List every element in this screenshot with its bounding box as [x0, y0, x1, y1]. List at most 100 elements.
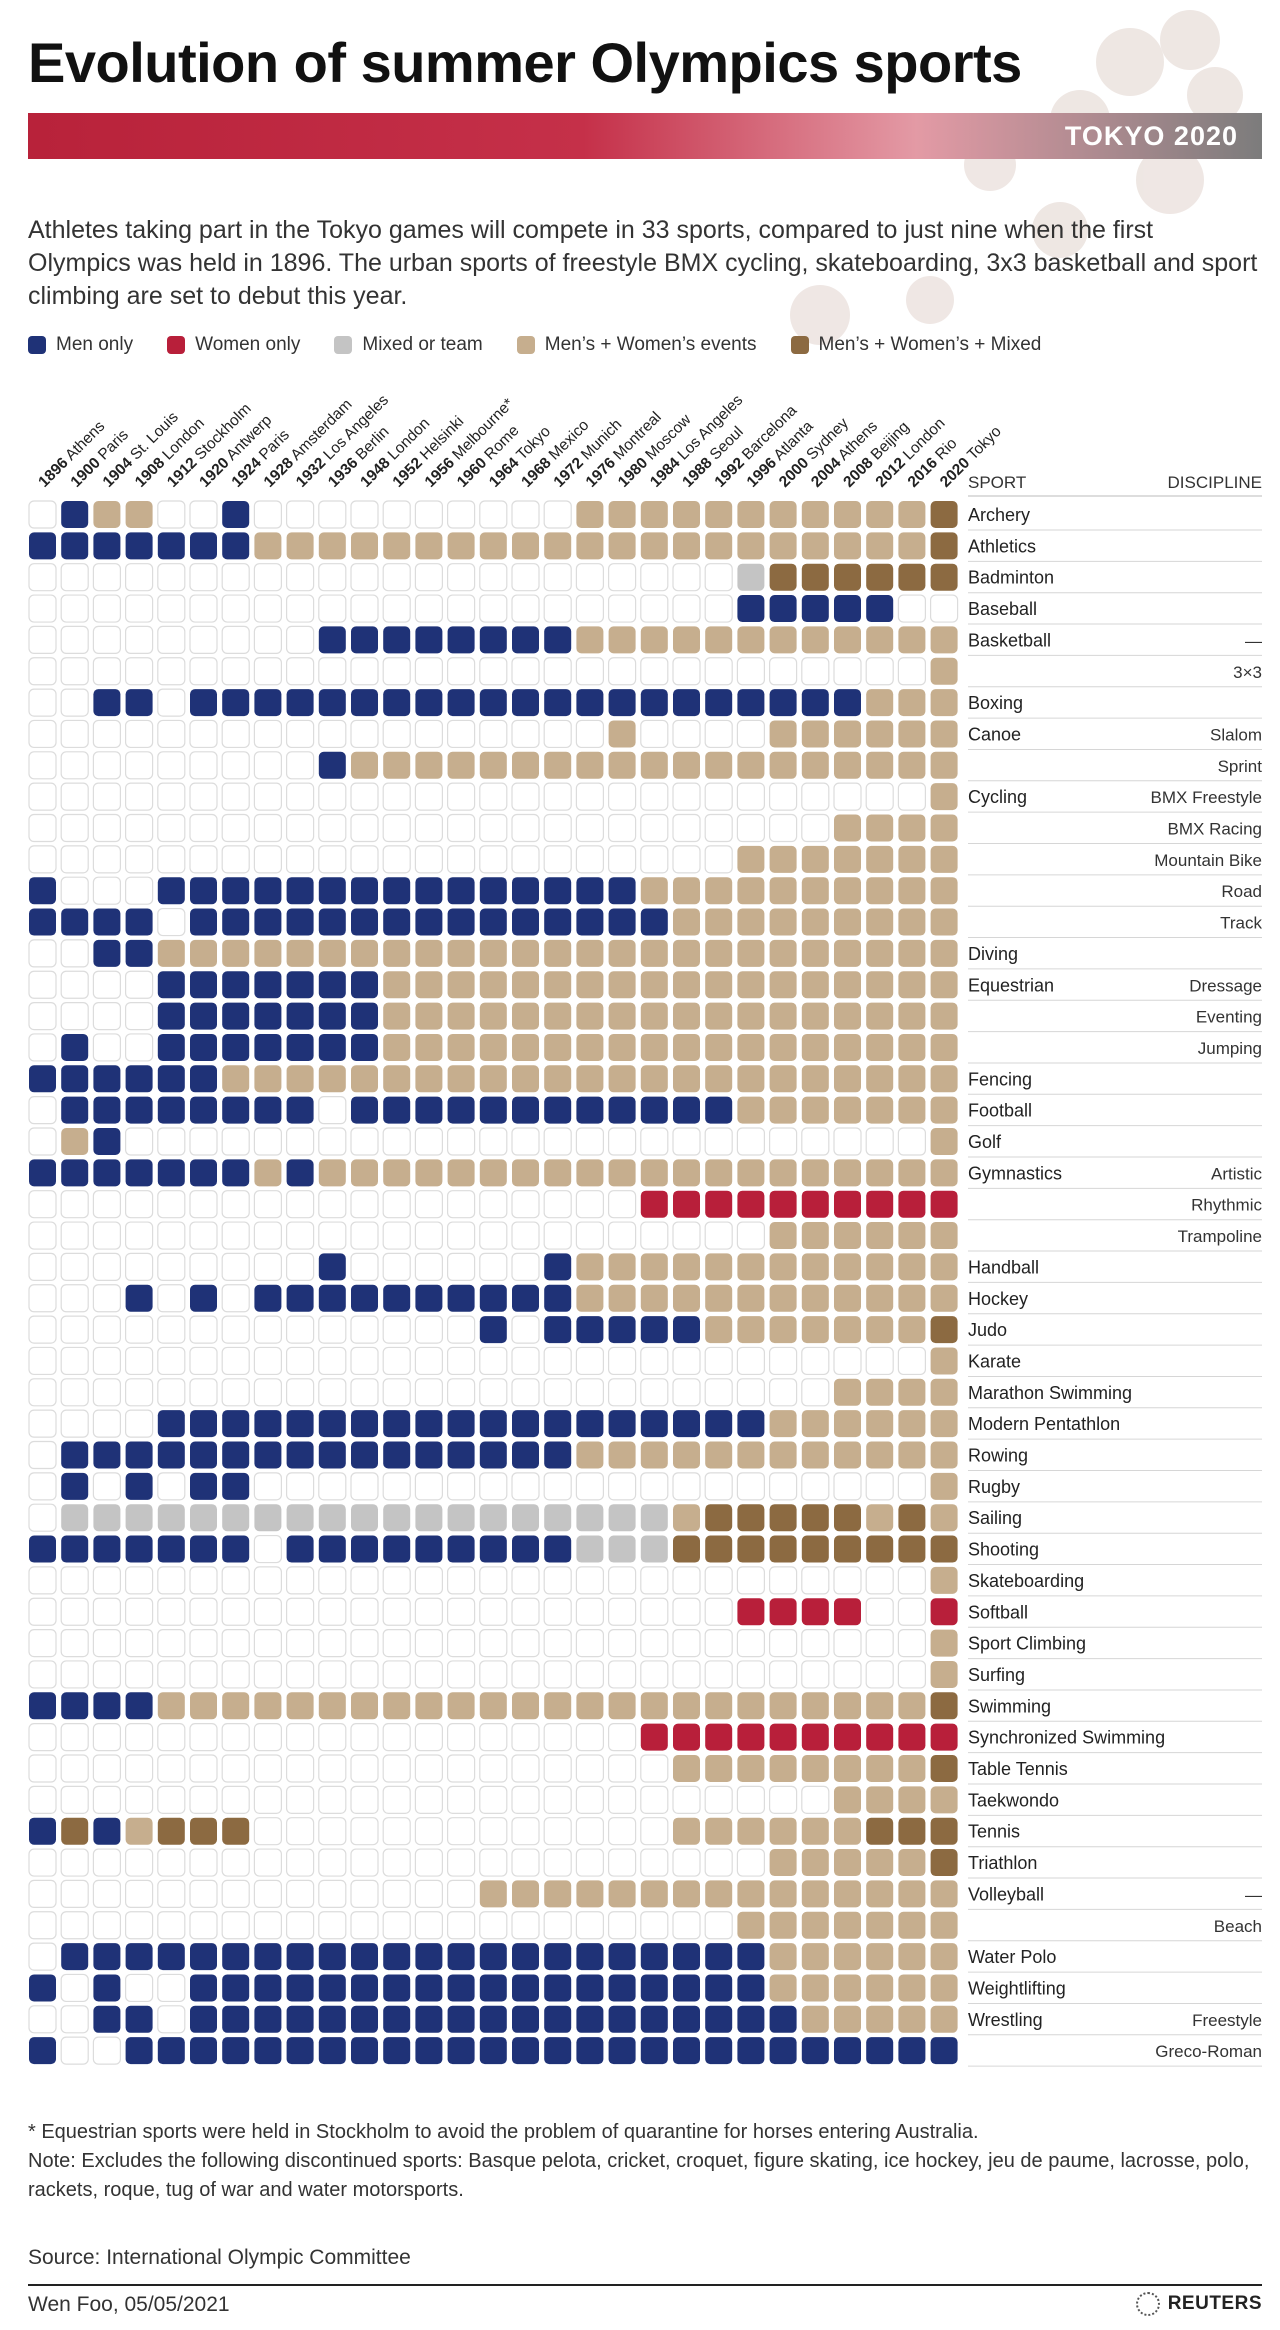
- heatmap-cell: [29, 532, 56, 560]
- discipline-label: 3×3: [1233, 663, 1262, 682]
- heatmap-cell: [544, 1692, 572, 1720]
- heatmap-cell: [479, 1660, 508, 1689]
- heatmap-cell: [736, 813, 766, 843]
- heatmap-cell: [705, 2005, 733, 2033]
- heatmap-cell: [157, 939, 185, 967]
- heatmap-cell: [673, 1974, 700, 2002]
- heatmap-cell: [157, 594, 186, 623]
- heatmap-cell: [930, 1410, 958, 1438]
- heatmap-cell: [705, 908, 733, 936]
- heatmap-cell: [898, 939, 926, 967]
- heatmap-cell: [29, 1692, 56, 1720]
- heatmap-cell: [93, 1128, 121, 1155]
- heatmap-cell: [834, 1692, 861, 1720]
- heatmap-cell: [92, 1315, 122, 1344]
- heatmap-cell: [415, 1284, 443, 1312]
- heatmap-cell: [254, 971, 282, 999]
- heatmap-cell: [640, 689, 668, 717]
- banner-label: TOKYO 2020: [1064, 121, 1238, 151]
- heatmap-cell: [318, 751, 346, 779]
- heatmap-cell: [543, 1346, 572, 1376]
- heatmap-cell: [157, 1911, 186, 1940]
- heatmap-cell: [801, 1346, 830, 1376]
- heatmap-cell: [414, 782, 443, 811]
- sport-label: Hockey: [968, 1289, 1028, 1309]
- heatmap-cell: [447, 1252, 476, 1282]
- heatmap-cell: [61, 1441, 89, 1469]
- heatmap-cell: [318, 1033, 346, 1061]
- heatmap-cell: [286, 1597, 315, 1626]
- heatmap-cell: [350, 719, 379, 749]
- heatmap-cell: [544, 1974, 572, 2002]
- heatmap-cell: [157, 1472, 186, 1501]
- heatmap-cell: [254, 1504, 282, 1532]
- heatmap-cell: [834, 1033, 861, 1061]
- heatmap-cell: [415, 689, 443, 717]
- heatmap-cell: [92, 2036, 122, 2065]
- heatmap-cell: [544, 1441, 572, 1469]
- heatmap-cell: [511, 1817, 540, 1846]
- heatmap-cell: [222, 908, 250, 936]
- heatmap-cell: [447, 1441, 475, 1469]
- heatmap-cell: [834, 1504, 861, 1532]
- heatmap-cell: [834, 1880, 861, 1908]
- legend-swatch: [28, 336, 46, 354]
- heatmap-cell: [834, 1598, 861, 1626]
- heatmap-cell: [28, 657, 57, 686]
- heatmap-cell: [447, 657, 476, 686]
- heatmap-cell: [61, 1692, 89, 1720]
- heatmap-cell: [673, 1943, 700, 1971]
- heatmap-cell: [286, 2037, 314, 2065]
- sport-label: Archery: [968, 505, 1030, 525]
- heatmap-cell: [414, 657, 443, 686]
- heatmap-cell: [351, 1441, 378, 1469]
- heatmap-cell: [92, 876, 122, 905]
- heatmap-cell: [189, 719, 218, 749]
- heatmap-cell: [415, 1096, 443, 1124]
- heatmap-cell: [673, 939, 700, 967]
- heatmap-cell: [769, 1974, 797, 2002]
- heatmap-cell: [383, 1284, 411, 1312]
- heatmap-cell: [898, 626, 926, 654]
- heatmap-cell: [898, 1755, 926, 1782]
- heatmap-cell: [736, 1660, 766, 1689]
- heatmap-cell: [543, 1911, 572, 1940]
- heatmap-cell: [253, 563, 282, 592]
- sport-label: Modern Pentathlon: [968, 1414, 1120, 1434]
- heatmap-cell: [415, 877, 443, 905]
- legend-swatch: [516, 336, 535, 354]
- heatmap-cell: [286, 657, 315, 686]
- heatmap-cell: [576, 1316, 604, 1344]
- heatmap-cell: [768, 782, 798, 811]
- heatmap-cell: [254, 689, 282, 717]
- heatmap-cell: [769, 1880, 797, 1908]
- heatmap-cell: [543, 657, 572, 686]
- heatmap-cell: [286, 1033, 314, 1061]
- heatmap-cell: [737, 1410, 765, 1438]
- heatmap-cell: [607, 1848, 637, 1877]
- heatmap-cell: [834, 1849, 861, 1877]
- heatmap-cell: [60, 1001, 89, 1031]
- heatmap-cell: [543, 1597, 572, 1626]
- heatmap-cell: [866, 1253, 894, 1281]
- heatmap-cell: [898, 1974, 926, 2002]
- heatmap-cell: [769, 1943, 797, 1971]
- heatmap-cell: [254, 1159, 282, 1187]
- heatmap-cell: [673, 1535, 700, 1563]
- heatmap-cell: [447, 1472, 476, 1501]
- heatmap-cell: [350, 1315, 379, 1344]
- heatmap-cell: [318, 1535, 346, 1563]
- heatmap-cell: [511, 845, 540, 874]
- heatmap-cell: [575, 563, 605, 592]
- heatmap-cell: [383, 1159, 411, 1187]
- heatmap-cell: [221, 1785, 250, 1814]
- heatmap-cell: [351, 1504, 378, 1532]
- sport-label: Rowing: [968, 1446, 1028, 1466]
- heatmap-cell: [512, 908, 539, 936]
- heatmap-cell: [189, 500, 218, 529]
- heatmap-cell: [833, 1566, 862, 1595]
- heatmap-cell: [60, 2036, 89, 2065]
- heatmap-cell: [769, 1410, 797, 1438]
- heatmap-cell: [769, 1535, 797, 1563]
- heatmap-cell: [801, 908, 829, 936]
